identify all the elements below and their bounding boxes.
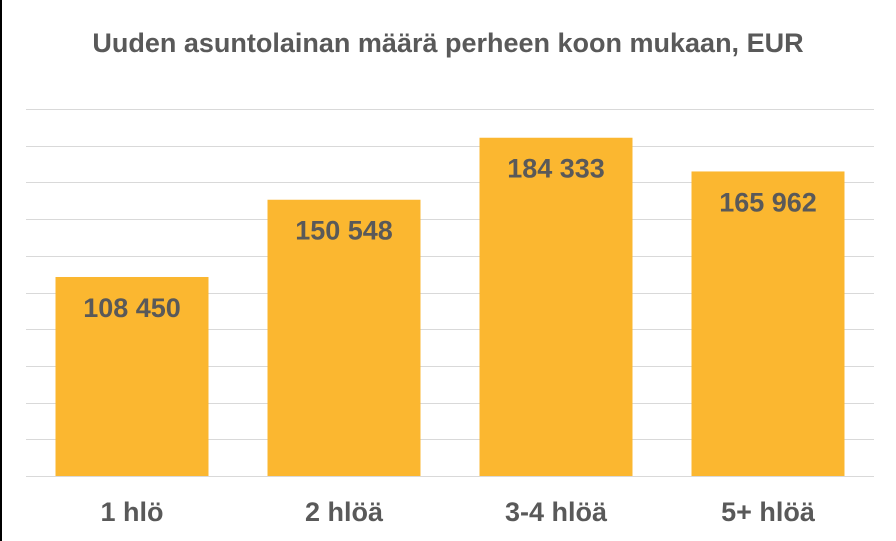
data-label-1: 108 450 [83,293,181,323]
value-labels: 108 450 150 548 184 333 165 962 [83,154,817,323]
bars [55,137,845,477]
data-label-4: 165 962 [719,187,817,217]
chart-title: Uuden asuntolainan määrä perheen koon mu… [92,28,804,58]
x-tick-label-1: 1 hlö [100,497,163,527]
x-tick-label-4: 5+ hlöä [721,497,816,527]
bar-2 [267,199,421,476]
data-label-3: 184 333 [507,154,605,184]
x-tick-label-2: 2 hlöä [305,497,384,527]
x-tick-label-3: 3-4 hlöä [505,497,608,527]
x-tick-labels: 1 hlö 2 hlöä 3-4 hlöä 5+ hlöä [100,497,815,527]
bar-3 [479,137,633,476]
data-label-2: 150 548 [295,216,393,246]
bar-1 [55,276,209,476]
bar-4 [691,171,845,477]
